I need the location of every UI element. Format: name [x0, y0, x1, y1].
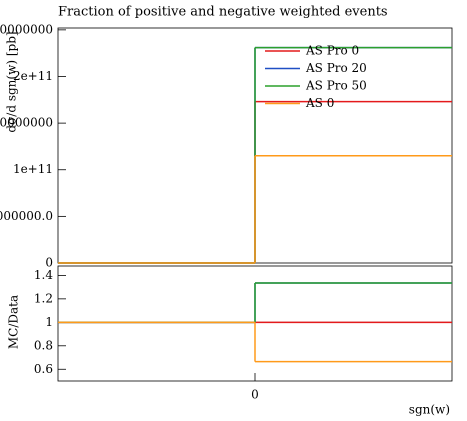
- y-tick-label: 50000000000.0: [0, 209, 53, 223]
- legend-label: AS Pro 50: [305, 79, 367, 93]
- y-tick-label: 1: [45, 315, 53, 329]
- y-tick-label: 1.2: [34, 291, 53, 305]
- y-tick-label: 250000000000: [0, 22, 53, 36]
- y-tick-label: 1e+11: [13, 162, 53, 176]
- legend-label: AS Pro 0: [305, 44, 359, 58]
- y-axis-label: dσ/d sgn(w) [pb]: [5, 31, 19, 132]
- x-axis-label: sgn(w): [409, 403, 450, 417]
- y-axis-label: MC/Data: [7, 295, 21, 349]
- legend-label: AS Pro 20: [305, 61, 367, 75]
- y-tick-label: 1.4: [34, 268, 53, 282]
- chart-title: Fraction of positive and negative weight…: [58, 5, 388, 20]
- y-tick-label: 0.6: [34, 362, 53, 376]
- y-tick-label: 0: [45, 256, 53, 270]
- y-tick-label: 2e+11: [13, 69, 53, 83]
- y-tick-label: 150000000000: [0, 116, 53, 130]
- y-tick-label: 0.8: [34, 338, 53, 352]
- legend-label: AS 0: [305, 96, 334, 110]
- x-tick-label: 0: [251, 388, 259, 402]
